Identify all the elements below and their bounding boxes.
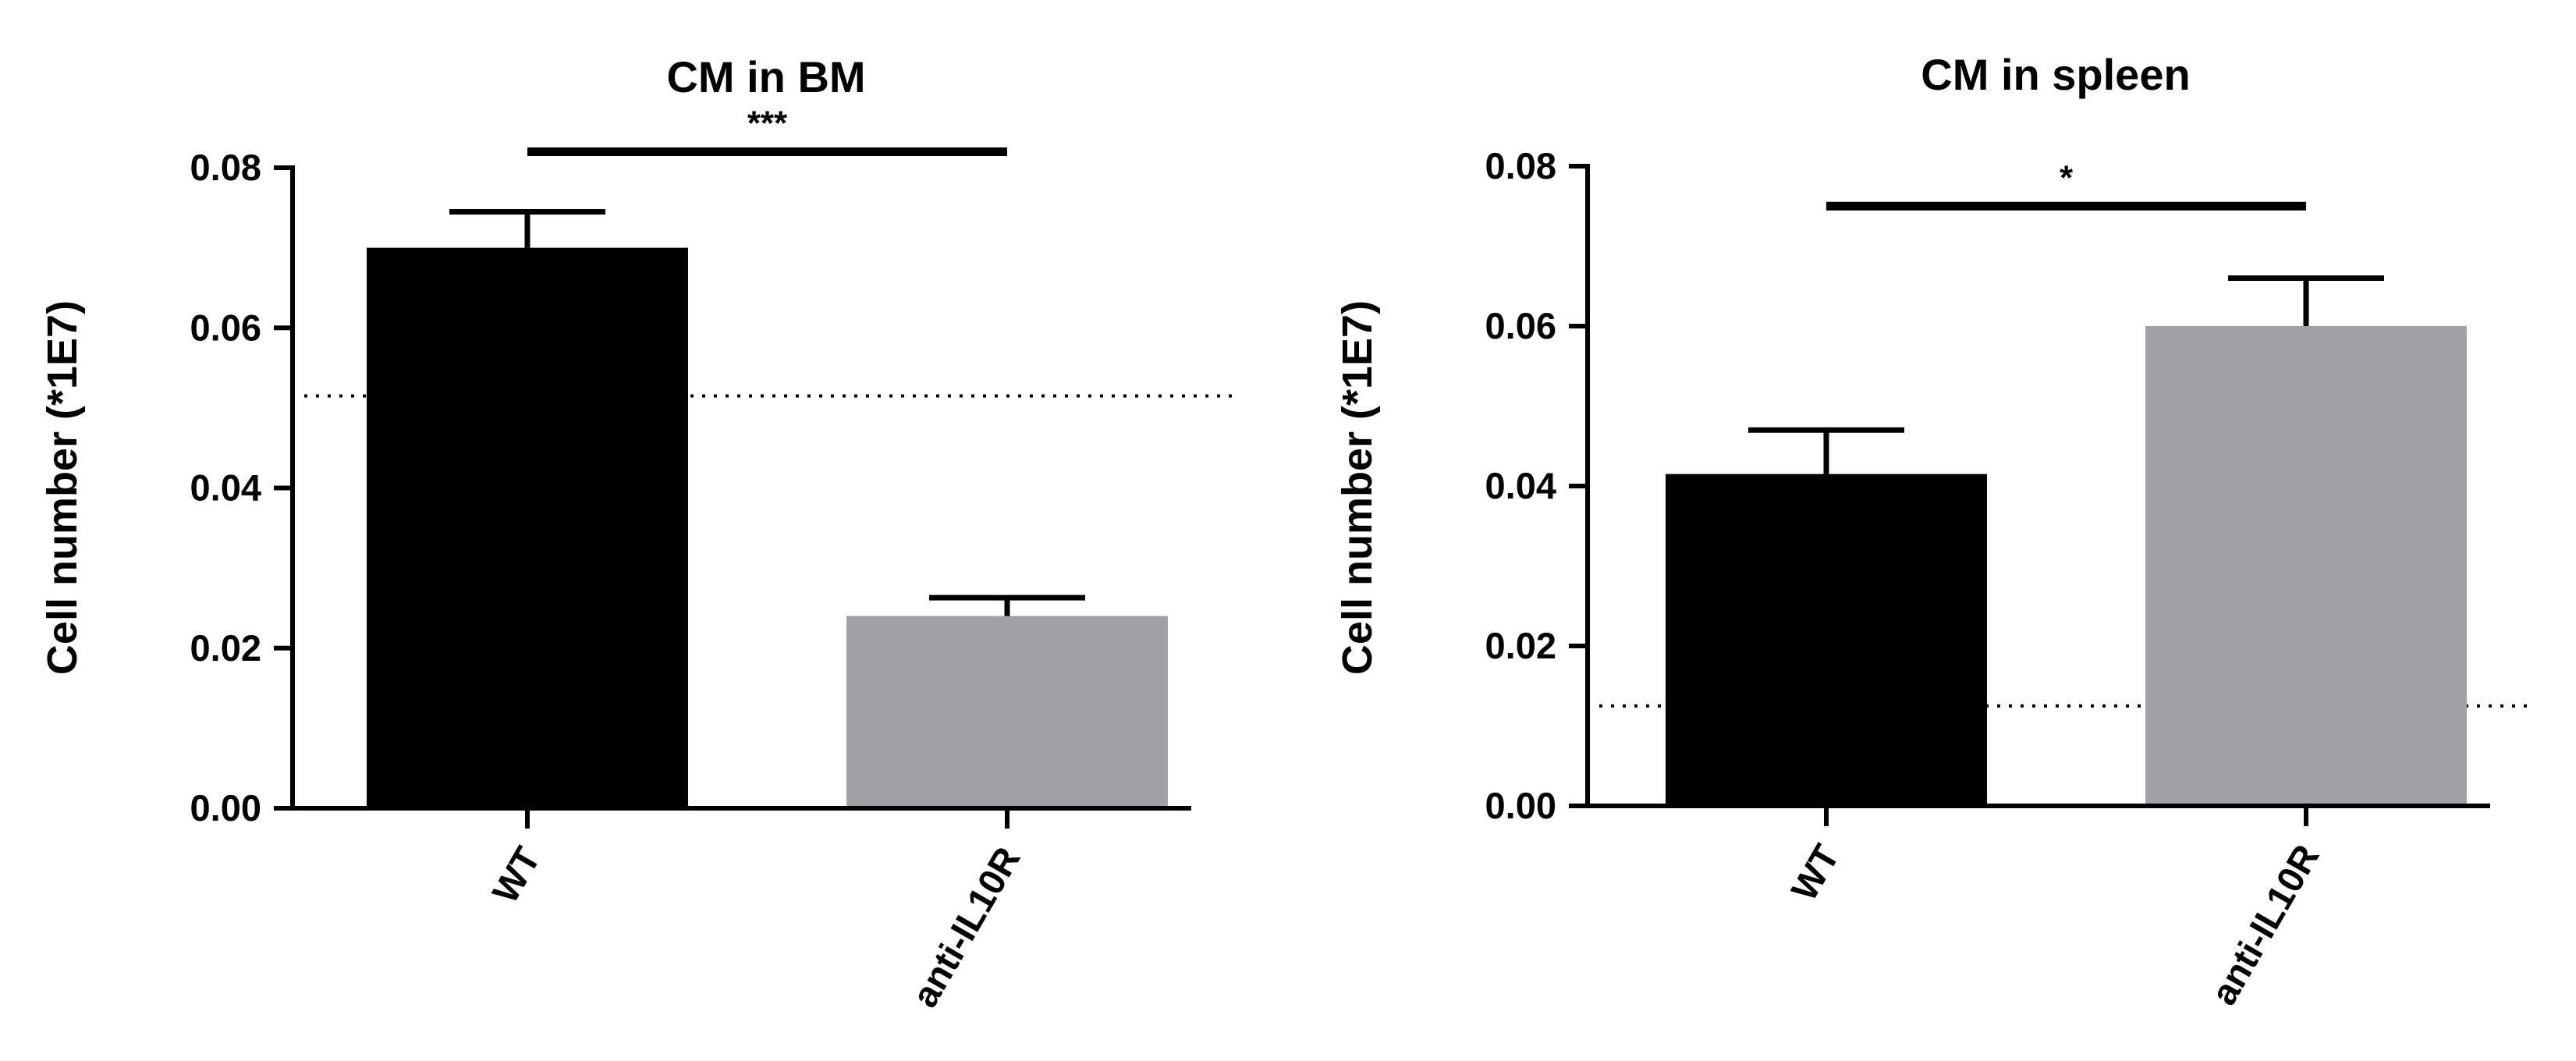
bar-wt	[367, 247, 688, 808]
bar-anti-il10r	[846, 616, 1168, 808]
y-axis-title: Cell number (*1E7)	[39, 300, 86, 675]
y-tick-label: 0.06	[1485, 305, 1556, 346]
x-tick-label: WT	[1783, 837, 1847, 907]
y-tick-label: 0.06	[190, 307, 261, 348]
y-tick-label: 0.08	[190, 147, 261, 188]
x-tick-label: WT	[484, 839, 548, 910]
y-tick-label: 0.02	[190, 627, 261, 669]
bar-wt	[1666, 474, 1987, 806]
x-tick-label: anti-IL10R	[2202, 838, 2327, 1012]
chart-title: CM in BM	[666, 52, 865, 101]
chart-title: CM in spleen	[1921, 50, 2190, 99]
chart-panel-spleen: CM in spleen Cell number (*1E7) WT anti-IL1…	[1334, 50, 2534, 1012]
y-tick-label: 0.04	[190, 467, 261, 509]
y-tick-label: 0.00	[190, 787, 261, 829]
y-tick-label: 0.08	[1485, 145, 1556, 186]
bar-anti-il10r	[2145, 326, 2467, 806]
y-tick-label: 0.02	[1485, 625, 1556, 666]
y-axis-title: Cell number (*1E7)	[1334, 300, 1381, 675]
y-tick-label: 0.04	[1485, 465, 1556, 506]
y-tick-label: 0.00	[1485, 785, 1556, 826]
x-tick-label: anti-IL10R	[903, 840, 1028, 1014]
significance-label: *	[2060, 158, 2074, 197]
significance-label: ***	[747, 104, 788, 142]
chart-panel-bm: CM in BM Cell number (*1E7) WT anti-IL10R 0.…	[39, 52, 1237, 1014]
